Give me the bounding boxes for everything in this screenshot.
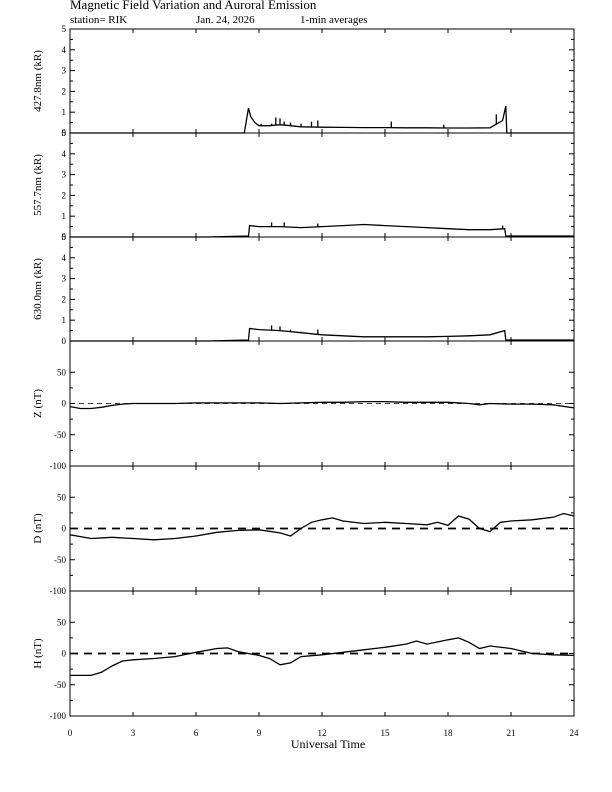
- y-tick-label: 4: [62, 149, 67, 159]
- x-tick-label: 15: [381, 728, 391, 738]
- x-tick-label: 0: [68, 728, 73, 738]
- x-tick-label: 12: [318, 728, 327, 738]
- y-tick-label: -100: [50, 711, 67, 721]
- y-tick-label: 4: [62, 45, 67, 55]
- y-tick-label: 2: [62, 190, 67, 200]
- x-tick-label: 6: [194, 728, 199, 738]
- y-tick-label: 5: [62, 232, 67, 242]
- y-tick-label: 0: [62, 524, 67, 534]
- y-axis-label: Z (nT): [32, 389, 44, 418]
- y-tick-label: 5: [62, 128, 67, 138]
- y-tick-label: -50: [54, 680, 66, 690]
- date-label: Jan. 24, 2026: [196, 14, 255, 26]
- figure-title: Magnetic Field Variation and Auroral Emi…: [70, 0, 317, 12]
- y-tick-label: 50: [57, 617, 67, 627]
- series-line: [69, 400, 575, 410]
- x-axis: 0 3 6 9 12 15 18 21 24: [68, 728, 579, 738]
- panel-3: -100 -50 0 50 Z (nT): [32, 340, 575, 471]
- y-tick-label: 50: [57, 492, 67, 502]
- y-axis-label: 630.0nm (kR): [32, 258, 44, 320]
- y-tick-label: 0: [62, 399, 67, 409]
- panel-frame: [69, 236, 575, 342]
- x-tick-label: 18: [444, 728, 454, 738]
- y-axis-label: 427.8nm (kR): [32, 50, 44, 112]
- panel-4: -100 -50 0 50 D (nT): [32, 465, 575, 596]
- y-tick-label: -50: [54, 430, 66, 440]
- panel-2: 0 1 2 3 4 5 630.0nm (kR): [32, 232, 575, 346]
- y-tick-label: 1: [62, 107, 67, 117]
- station-label: station= RIK: [70, 14, 127, 26]
- series-line: [70, 327, 574, 342]
- panels-group: 0 1 2 3 4 5 427.8nm (kR) 0 1 2 3 4 5 557.7nm (kR) 0 1 2 3…: [32, 24, 575, 721]
- y-tick-label: -50: [54, 555, 66, 565]
- y-tick-label: 3: [62, 66, 67, 76]
- x-tick-label: 24: [570, 728, 580, 738]
- panel-frame: [69, 28, 575, 134]
- y-axis-label: 557.7nm (kR): [32, 154, 44, 216]
- y-tick-label: 4: [62, 253, 67, 263]
- series-line: [70, 105, 574, 134]
- y-tick-label: -100: [50, 586, 67, 596]
- y-tick-label: 0: [62, 649, 67, 659]
- y-tick-label: 0: [62, 128, 67, 138]
- y-tick-label: 2: [62, 294, 67, 304]
- averaging-label: 1-min averages: [300, 14, 368, 26]
- panel-1: 0 1 2 3 4 5 557.7nm (kR): [32, 128, 575, 242]
- y-axis-label: H (nT): [32, 638, 44, 669]
- y-axis-label: D (nT): [32, 513, 44, 544]
- y-tick-label: 5: [62, 24, 67, 34]
- y-tick-label: 3: [62, 170, 67, 180]
- series-line: [70, 223, 574, 238]
- panel-5: -100 -50 0 50 H (nT): [32, 590, 575, 721]
- panel-0: 0 1 2 3 4 5 427.8nm (kR): [32, 24, 575, 138]
- x-tick-label: 21: [507, 728, 516, 738]
- x-tick-label: 3: [131, 728, 136, 738]
- series-line: [70, 637, 575, 677]
- y-tick-label: 1: [62, 211, 67, 221]
- panel-frame: [69, 132, 575, 238]
- y-tick-label: -100: [50, 461, 67, 471]
- y-tick-label: 0: [62, 232, 67, 242]
- series-line: [69, 512, 575, 541]
- y-tick-label: 2: [62, 86, 67, 96]
- y-tick-label: 1: [62, 315, 67, 325]
- y-tick-label: 50: [57, 367, 67, 377]
- x-axis-label: Universal Time: [291, 737, 365, 751]
- y-tick-label: 0: [62, 336, 67, 346]
- x-tick-label: 9: [257, 728, 262, 738]
- y-tick-label: 3: [62, 274, 67, 284]
